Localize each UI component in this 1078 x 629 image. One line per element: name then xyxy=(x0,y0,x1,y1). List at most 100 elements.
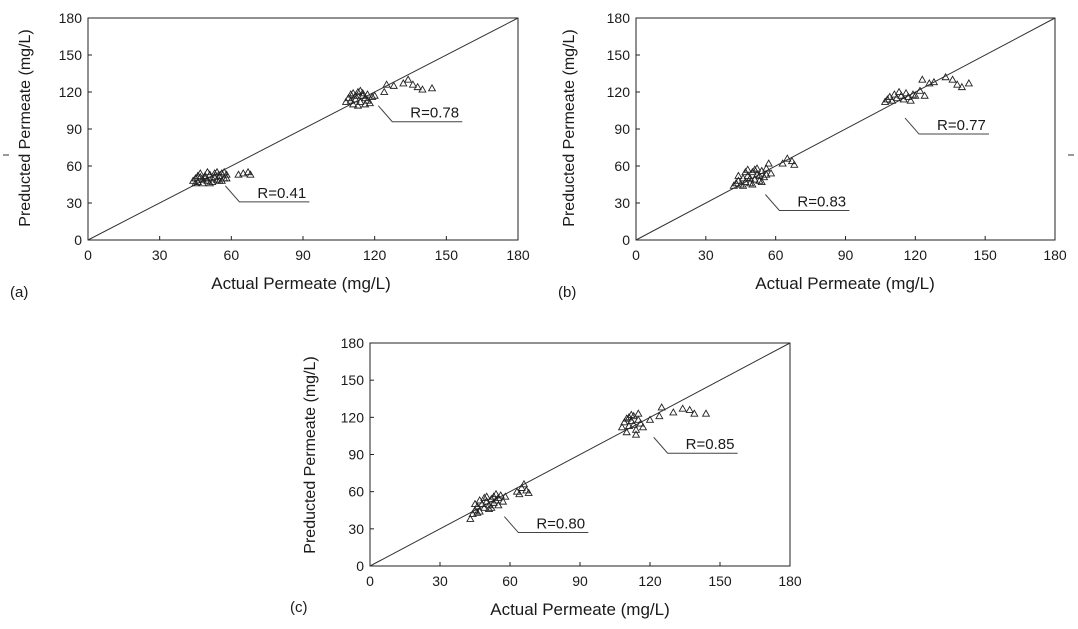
x-tick-label: 150 xyxy=(973,247,997,263)
data-point-triangle xyxy=(766,169,776,177)
data-point-triangle xyxy=(759,172,769,181)
panel-a: Actual Permeate (mg/L) Preducted Permeat… xyxy=(10,10,530,301)
y-tick-label: 150 xyxy=(59,47,83,63)
y-tick-label: 120 xyxy=(341,409,365,425)
data-point-triangle xyxy=(638,422,648,431)
data-point-triangle xyxy=(925,79,934,87)
y-tick-label: 150 xyxy=(341,372,365,388)
y-tick-label: 30 xyxy=(614,195,630,211)
data-point-triangle xyxy=(370,91,379,99)
data-point-triangle xyxy=(745,174,755,182)
data-point-triangle xyxy=(222,174,231,182)
data-point-triangle xyxy=(494,500,503,509)
x-tick-label: 120 xyxy=(363,247,387,263)
data-point-triangle xyxy=(234,170,243,178)
y-tick-label: 60 xyxy=(66,158,82,174)
data-point-triangle xyxy=(678,404,687,412)
data-point-triangle xyxy=(920,91,929,99)
data-point-triangle xyxy=(491,496,501,504)
x-axis-label: Actual Permeate (mg/L) xyxy=(490,600,670,619)
data-point-triangle xyxy=(734,171,743,179)
data-point-triangle xyxy=(351,91,360,99)
panel-b: Actual Permeate (mg/L) Preducted Permeat… xyxy=(558,10,1067,301)
y-tick-label: 120 xyxy=(59,84,83,100)
x-tick-label: 0 xyxy=(366,573,374,589)
data-point-triangle xyxy=(636,419,645,427)
panel-c: Actual Permeate (mg/L) Preducted Permeat… xyxy=(290,335,802,619)
data-point-triangle xyxy=(491,489,501,498)
data-point-triangle xyxy=(205,178,215,187)
x-tick-label: 60 xyxy=(768,247,784,263)
data-point-triangle xyxy=(755,171,764,179)
data-point-triangle xyxy=(894,87,904,95)
data-point-triangle xyxy=(915,86,925,94)
data-point-triangle xyxy=(191,178,200,187)
x-tick-label: 60 xyxy=(224,247,240,263)
data-point-triangle xyxy=(205,170,215,178)
data-point-triangle xyxy=(929,77,939,86)
data-point-triangle xyxy=(360,100,370,108)
data-point-triangle xyxy=(669,408,678,416)
data-point-triangle xyxy=(517,483,526,491)
data-point-triangle xyxy=(196,169,205,177)
x-tick-label: 180 xyxy=(778,573,802,589)
data-point-triangle xyxy=(690,409,699,417)
correlation-annotation: R=0.41 xyxy=(257,185,306,202)
data-point-triangle xyxy=(470,499,480,508)
correlation-annotation: R=0.83 xyxy=(797,194,846,211)
reference-line-y-equals-x xyxy=(635,17,1056,241)
y-tick-label: 30 xyxy=(348,521,364,537)
data-point-triangle xyxy=(482,492,491,500)
x-tick-label: 0 xyxy=(84,247,92,263)
data-point-triangle xyxy=(210,169,219,177)
data-point-triangle xyxy=(620,417,629,426)
data-point-triangle xyxy=(627,416,636,425)
data-point-triangle xyxy=(203,167,212,176)
data-point-triangle xyxy=(358,88,367,97)
data-point-triangle xyxy=(911,91,920,99)
data-point-triangle xyxy=(480,493,489,501)
data-point-triangle xyxy=(348,100,358,108)
data-point-triangle xyxy=(790,160,799,168)
y-tick-label: 90 xyxy=(614,121,630,137)
y-tick-label: 90 xyxy=(348,447,364,463)
data-point-triangle xyxy=(750,165,759,173)
data-point-triangle xyxy=(778,159,787,167)
data-point-triangle xyxy=(389,81,398,89)
y-axis-label: Preducted Permeate (mg/L) xyxy=(561,29,578,226)
data-point-triangle xyxy=(519,479,529,488)
data-point-triangle xyxy=(353,101,363,109)
data-point-triangle xyxy=(622,427,631,436)
annotation-leader-line xyxy=(377,105,463,123)
data-point-triangle xyxy=(880,97,890,105)
y-tick-label: 60 xyxy=(614,158,630,174)
x-tick-label: 30 xyxy=(432,573,448,589)
x-tick-label: 90 xyxy=(295,247,311,263)
data-point-triangle xyxy=(757,177,766,186)
data-point-triangle xyxy=(208,174,217,182)
data-point-triangle xyxy=(748,180,757,188)
data-point-triangle xyxy=(906,96,915,104)
annotation-leader-line xyxy=(653,436,738,454)
data-point-triangle xyxy=(501,492,510,500)
y-tick-label: 0 xyxy=(74,232,82,248)
x-tick-label: 90 xyxy=(838,247,854,263)
data-point-triangle xyxy=(413,82,422,91)
data-point-triangle xyxy=(408,80,418,88)
data-point-triangle xyxy=(219,167,229,176)
y-tick-label: 0 xyxy=(356,558,364,574)
data-point-triangle xyxy=(200,174,210,182)
data-point-triangle xyxy=(246,170,255,178)
panel-label: (c) xyxy=(290,599,308,616)
data-point-triangle xyxy=(498,497,508,505)
data-point-triangle xyxy=(762,170,771,178)
x-tick-label: 120 xyxy=(904,247,928,263)
data-point-triangle xyxy=(948,75,957,83)
data-point-triangle xyxy=(382,80,391,88)
data-point-triangle xyxy=(883,95,892,103)
data-point-triangle xyxy=(427,83,437,92)
x-tick-label: 0 xyxy=(632,247,640,263)
panel-label: (b) xyxy=(558,284,576,301)
x-tick-label: 150 xyxy=(435,247,459,263)
data-point-triangle xyxy=(957,82,967,91)
